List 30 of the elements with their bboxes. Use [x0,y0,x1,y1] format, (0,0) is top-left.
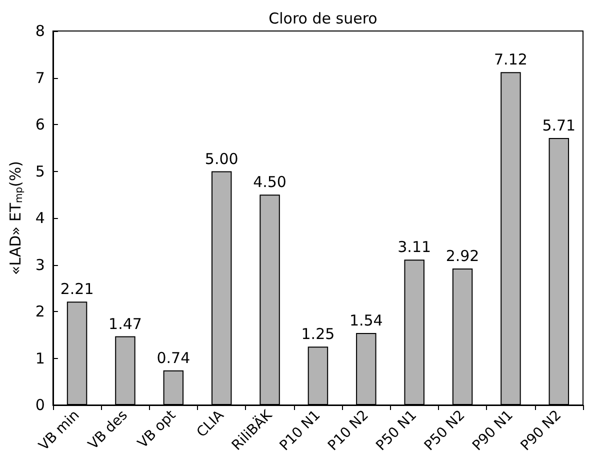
x-tick-label: VB opt [134,406,180,452]
y-tick-label: 3 [35,256,45,274]
data-label: 2.21 [60,280,94,298]
x-tick-label: P50 N2 [422,407,468,454]
data-label: 1.25 [301,325,335,344]
chart-title: Cloro de suero [268,10,378,28]
data-label: 2.92 [446,246,480,265]
data-label: 1.47 [108,314,142,333]
data-label: 7.12 [494,50,528,69]
y-axis-title: «LAD» ETmp(%) [6,160,25,276]
y-tick-label: 1 [35,349,45,368]
x-tick-label: P90 N1 [470,407,516,454]
y-tick-label: 4 [35,209,45,227]
data-label: 5.71 [542,116,576,135]
y-tick-label: 2 [35,302,45,320]
x-tick-label: P90 N2 [518,407,565,454]
data-label: 0.74 [156,348,190,367]
data-label: 1.54 [349,312,383,330]
y-tick-label: 8 [35,22,45,40]
data-label: 3.11 [398,238,432,256]
x-tick-label: P50 N1 [373,407,420,454]
y-tick-label: 6 [35,116,45,134]
y-tick-label: 5 [35,162,45,180]
x-tick-label: P10 N2 [325,407,372,454]
y-tick-label: 7 [35,68,45,87]
x-tick-label: VB des [85,407,131,453]
y-tick-label: 0 [35,396,45,414]
data-label: 4.50 [253,173,286,192]
x-tick-label: P10 N1 [276,407,324,454]
data-label: 5.00 [204,150,238,168]
